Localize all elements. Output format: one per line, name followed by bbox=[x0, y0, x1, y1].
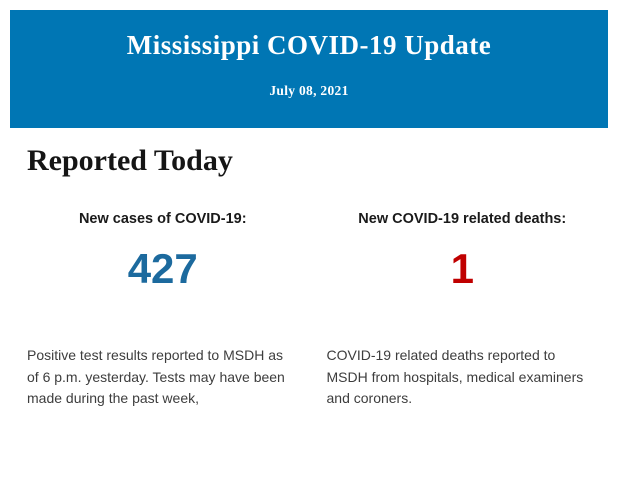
new-cases-description: Positive test results reported to MSDH a… bbox=[27, 347, 285, 406]
new-cases-value: 427 bbox=[127, 245, 198, 292]
page-title: Mississippi COVID-19 Update bbox=[126, 30, 492, 60]
new-cases-label: New cases of COVID-19: bbox=[78, 211, 247, 227]
new-deaths-label: New COVID-19 related deaths: bbox=[358, 211, 567, 227]
new-deaths-description: COVID-19 related deaths reported to MSDH… bbox=[326, 347, 584, 406]
header-banner: Mississippi COVID-19 Update July 08, 202… bbox=[10, 10, 608, 128]
stats-grid: New cases of COVID-19: 427 Positive test… bbox=[27, 211, 598, 410]
stat-new-cases: New cases of COVID-19: 427 Positive test… bbox=[27, 211, 299, 410]
new-deaths-value: 1 bbox=[450, 245, 474, 292]
stat-new-deaths: New COVID-19 related deaths: 1 COVID-19 … bbox=[327, 211, 599, 410]
section-heading: Reported Today bbox=[27, 144, 233, 177]
main-content: Reported Today New cases of COVID-19: 42… bbox=[0, 144, 620, 410]
header-date: July 08, 2021 bbox=[269, 83, 349, 98]
